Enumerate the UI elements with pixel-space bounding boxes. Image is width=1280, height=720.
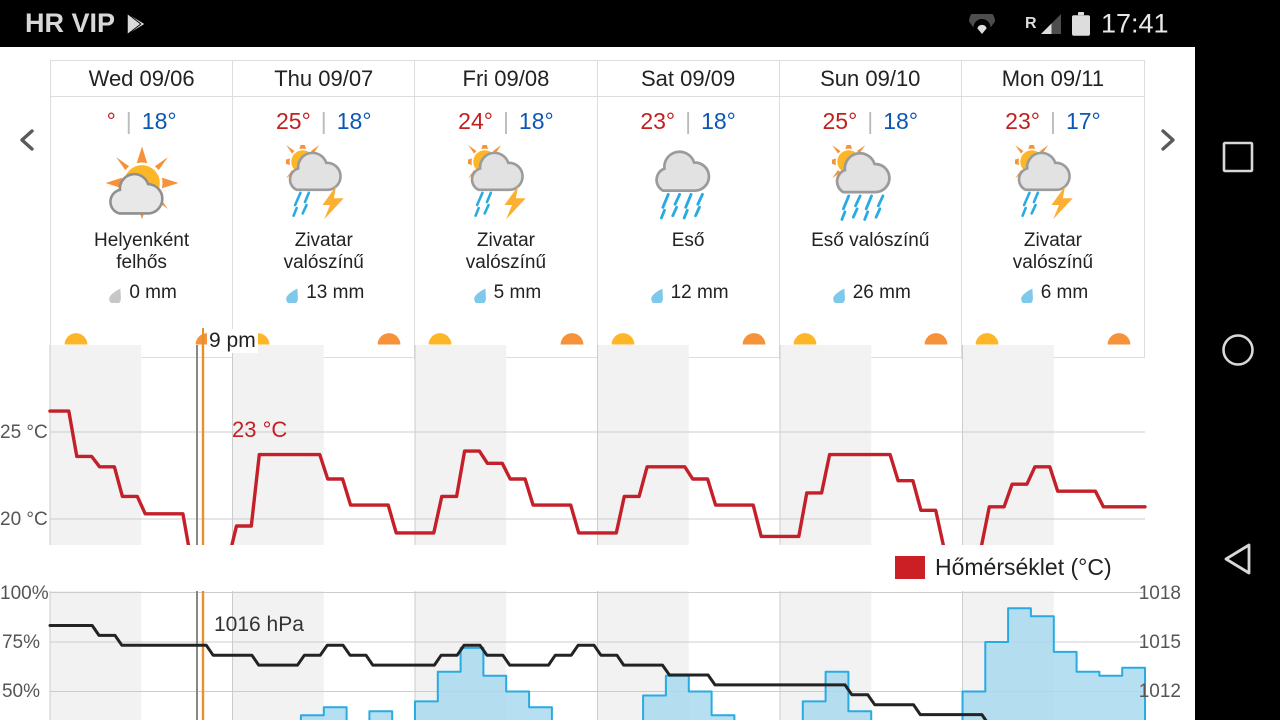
svg-text:1016 hPa: 1016 hPa — [214, 613, 304, 636]
